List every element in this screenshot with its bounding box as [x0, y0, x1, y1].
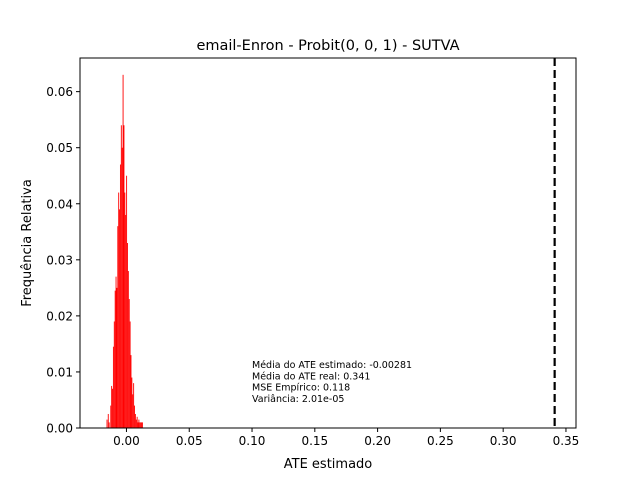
x-tick-label: 0.20 [364, 434, 391, 448]
x-tick-label: 0.35 [553, 434, 580, 448]
histogram-bar [122, 74, 124, 428]
y-tick-label: 0.02 [46, 309, 73, 323]
histogram-bar [117, 226, 119, 428]
chart-title: email-Enron - Probit(0, 0, 1) - SUTVA [196, 38, 459, 54]
x-tick-label: 0.00 [113, 434, 140, 448]
histogram-bar [141, 422, 143, 428]
x-tick-label: 0.05 [176, 434, 203, 448]
histogram-bar [124, 192, 126, 428]
histogram-bar [127, 243, 128, 428]
histogram-bar [115, 276, 117, 428]
histogram-bar [141, 422, 142, 428]
x-tick-label: 0.25 [427, 434, 454, 448]
plot-frame [79, 57, 577, 429]
histogram-bar [132, 394, 134, 428]
annotation-line: Média do ATE estimado: -0.00281 [252, 360, 412, 371]
x-axis-label: ATE estimado [284, 457, 373, 472]
histogram-bar [137, 422, 139, 428]
histogram-bar [114, 290, 116, 428]
histogram-bar [134, 413, 136, 428]
histogram-bar [135, 419, 137, 428]
histogram-bar [111, 385, 113, 428]
histogram-bar [133, 383, 135, 428]
y-tick-label: 0.00 [46, 422, 73, 436]
histogram-bar [140, 422, 142, 428]
x-tick-label: 0.15 [301, 434, 328, 448]
histogram-bar [123, 125, 125, 429]
histogram-bar [112, 346, 114, 428]
histogram-bar [121, 147, 123, 428]
histogram-bar [118, 192, 120, 428]
histogram-bar [126, 175, 128, 428]
y-tick-label: 0.03 [46, 253, 73, 267]
histogram-bar [136, 416, 138, 428]
histogram-bar [125, 214, 127, 428]
histogram-bar [128, 299, 130, 428]
histogram-bar [131, 377, 133, 428]
histogram-bar [107, 413, 109, 428]
y-tick-label: 0.05 [46, 141, 73, 155]
y-axis-label: Frequência Relativa [20, 179, 35, 307]
histogram-bar [130, 355, 132, 428]
histogram-bar [116, 287, 118, 428]
y-axis-ticks: 0.00 0.01 0.02 0.03 0.04 0.05 0.06 [46, 85, 80, 436]
y-tick-label: 0.06 [46, 85, 73, 99]
histogram-bar [113, 321, 115, 428]
histogram-bar [129, 321, 131, 428]
x-tick-label: 0.10 [239, 434, 266, 448]
y-tick-label: 0.04 [46, 197, 73, 211]
histogram-bar [120, 125, 122, 429]
histogram-bar [134, 405, 135, 428]
annotation-line: Média do ATE real: 0.341 [252, 371, 370, 382]
y-tick-label: 0.01 [46, 365, 73, 379]
annotation-line: MSE Empírico: 0.118 [252, 383, 350, 394]
histogram-bar [138, 419, 140, 428]
histogram-bar [112, 388, 113, 428]
histogram-bar [108, 422, 110, 428]
histogram-bar [127, 271, 129, 428]
histogram-bars [106, 74, 143, 429]
x-axis-ticks: 0.00 0.05 0.10 0.15 0.20 0.25 0.30 0.35 [113, 428, 579, 448]
histogram-bar [110, 405, 112, 428]
histogram-bar [106, 419, 108, 428]
histogram-bar [119, 164, 121, 428]
x-tick-label: 0.30 [490, 434, 517, 448]
annotation-line: Variância: 2.01e-05 [252, 394, 344, 405]
histogram-bar [119, 209, 121, 428]
histogram-bar [139, 422, 141, 428]
